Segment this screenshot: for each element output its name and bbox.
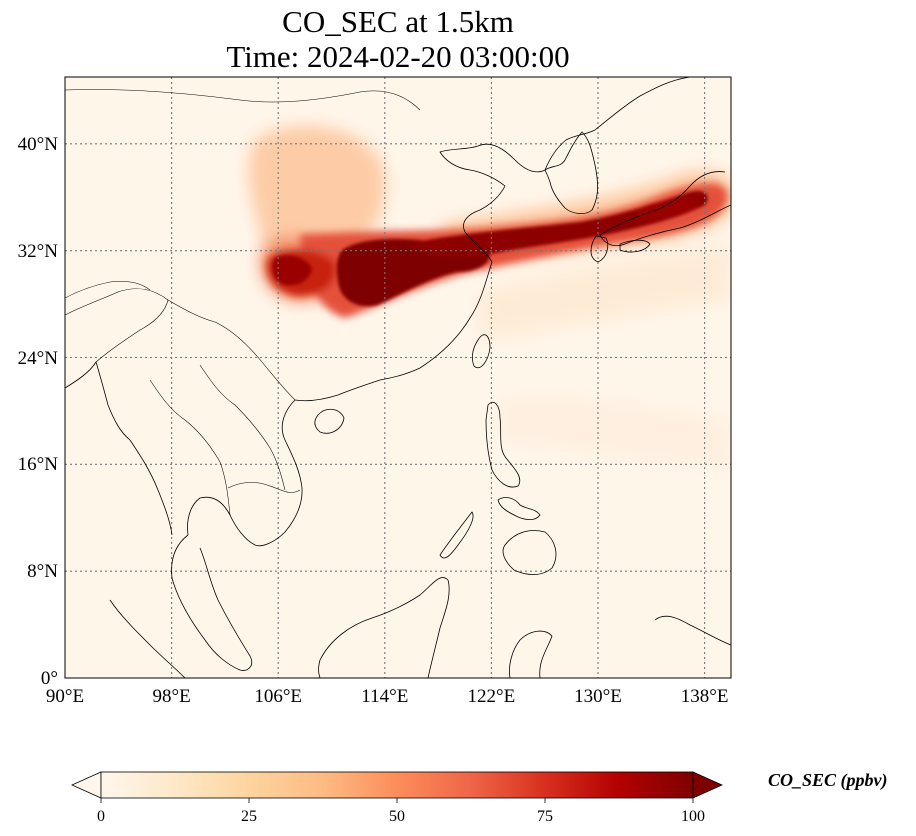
lon-label-130e: 130°E bbox=[574, 686, 622, 707]
border-laos bbox=[199, 364, 286, 491]
north-korea-border bbox=[544, 129, 596, 171]
map-background bbox=[65, 77, 731, 678]
title-line-2: Time: 2024-02-20 03:00:00 bbox=[226, 39, 570, 74]
lat-label-0: 0° bbox=[41, 668, 58, 689]
lat-label-16n: 16°N bbox=[18, 454, 59, 475]
border-mongolia bbox=[65, 89, 421, 111]
plume-west-spot bbox=[272, 255, 312, 286]
title-line-1: CO_SEC at 1.5km bbox=[282, 4, 514, 39]
border-thailand bbox=[149, 379, 231, 516]
malay-peninsula bbox=[171, 534, 253, 671]
gulf-thailand-coast bbox=[187, 496, 256, 546]
colorbar-tick-0: 0 bbox=[97, 808, 105, 825]
sumatra bbox=[109, 599, 186, 678]
colorbar-tick-75: 75 bbox=[537, 808, 553, 825]
myanmar-coast bbox=[65, 361, 173, 536]
hainan bbox=[314, 408, 345, 434]
lon-label-106e: 106°E bbox=[254, 686, 302, 707]
plot-area bbox=[65, 77, 731, 678]
mindanao bbox=[502, 530, 557, 576]
plume-north-halo bbox=[248, 125, 386, 264]
lon-label-98e: 98°E bbox=[152, 686, 190, 707]
map-title: CO_SEC at 1.5km Time: 2024-02-20 03:00:0… bbox=[65, 4, 731, 74]
concentration-field bbox=[248, 125, 731, 470]
colorbar-extend-low bbox=[71, 771, 102, 799]
lat-label-32n: 32°N bbox=[18, 241, 59, 262]
luzon bbox=[485, 401, 521, 488]
border-india bbox=[65, 281, 151, 299]
border-china-south bbox=[65, 288, 296, 401]
china-coast bbox=[294, 261, 493, 402]
japan-honshu bbox=[599, 171, 731, 247]
lat-label-8n: 8°N bbox=[27, 561, 58, 582]
russia-coast bbox=[594, 77, 691, 131]
colorbar: 0 25 50 75 100 bbox=[71, 771, 723, 825]
plume-core-east bbox=[415, 190, 708, 257]
lat-label-40n: 40°N bbox=[18, 134, 59, 155]
country-borders bbox=[65, 89, 421, 516]
faint-south-band bbox=[480, 245, 731, 340]
vietnam-coast bbox=[254, 399, 303, 547]
sulawesi bbox=[509, 630, 553, 678]
plume-japan-spot bbox=[636, 197, 701, 220]
colorbar-tick-25: 25 bbox=[241, 808, 257, 825]
plot-frame bbox=[64, 76, 732, 679]
borneo bbox=[318, 577, 450, 678]
lon-label-90e: 90°E bbox=[46, 686, 84, 707]
japan-shikoku bbox=[619, 239, 651, 253]
lon-label-122e: 122°E bbox=[468, 686, 516, 707]
colorbar-tick-50: 50 bbox=[389, 808, 405, 825]
border-myanmar bbox=[95, 299, 169, 363]
taiwan bbox=[471, 334, 491, 369]
palawan bbox=[439, 511, 474, 559]
lon-label-138e: 138°E bbox=[681, 686, 729, 707]
new-guinea bbox=[654, 615, 731, 646]
colorbar-tick-100: 100 bbox=[681, 808, 705, 825]
coastlines bbox=[65, 77, 731, 678]
colorbar-bar bbox=[100, 771, 694, 799]
lon-label-114e: 114°E bbox=[361, 686, 408, 707]
visayas bbox=[497, 497, 541, 521]
faint-ocean-patch bbox=[500, 397, 731, 470]
lat-tick-labels: 0° 8°N 16°N 24°N 32°N 40°N bbox=[18, 134, 59, 689]
lon-tick-labels: 90°E 98°E 106°E 114°E 122°E 130°E 138°E bbox=[46, 686, 729, 707]
korea-coast bbox=[544, 131, 599, 214]
bohai-yellow-sea-coast bbox=[439, 143, 546, 263]
colorbar-extend-high bbox=[692, 771, 723, 799]
border-cambodia bbox=[227, 482, 301, 493]
lat-label-24n: 24°N bbox=[18, 348, 59, 369]
japan-kyushu bbox=[590, 235, 609, 263]
colorbar-label: CO_SEC (ppbv) bbox=[768, 770, 888, 790]
